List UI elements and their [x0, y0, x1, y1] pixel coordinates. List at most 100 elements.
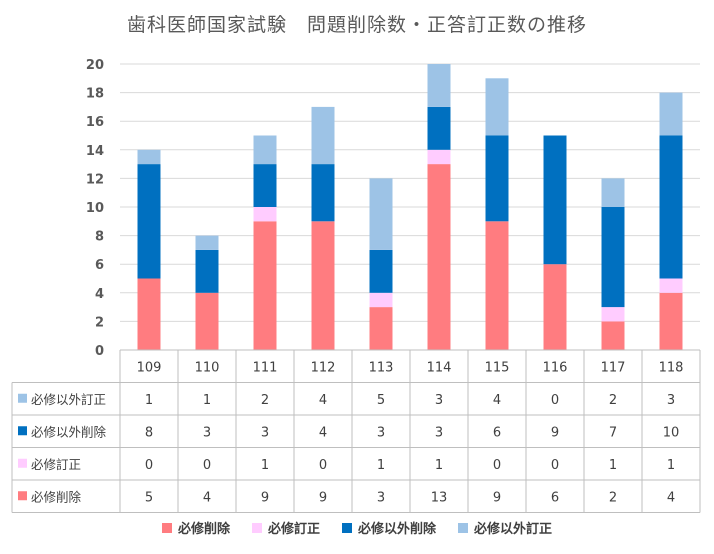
bar-segment	[369, 307, 393, 350]
legend-item: 必修削除	[161, 518, 230, 537]
data-label: 4	[667, 490, 675, 505]
bar-segment	[195, 235, 219, 250]
x-tick-label: 116	[543, 360, 568, 375]
data-label: 4	[493, 393, 501, 408]
data-label: 1	[435, 458, 443, 473]
y-tick-label: 20	[86, 58, 104, 73]
x-tick-label: 111	[253, 360, 278, 375]
bar-segment	[311, 221, 335, 350]
table-series-label: 必修以外訂正	[31, 392, 106, 407]
data-label: 0	[551, 393, 559, 408]
data-label: 3	[203, 425, 211, 440]
legend-swatch	[342, 522, 352, 533]
x-tick-label: 117	[601, 360, 626, 375]
data-label: 9	[493, 490, 501, 505]
y-tick-label: 6	[95, 258, 104, 273]
bar-segment	[659, 278, 683, 293]
data-label: 1	[145, 393, 153, 408]
data-label: 3	[377, 425, 385, 440]
data-label: 0	[203, 458, 211, 473]
y-tick-label: 14	[86, 144, 104, 159]
bar-segment	[427, 106, 451, 150]
table-legend-swatch	[18, 426, 27, 436]
table-series-label: 必修訂正	[31, 457, 81, 472]
y-tick-label: 10	[86, 201, 104, 216]
data-label: 2	[609, 393, 617, 408]
bar-segment	[601, 178, 625, 207]
bar-segment	[543, 135, 567, 265]
y-tick-label: 0	[95, 344, 104, 359]
data-label: 7	[609, 425, 617, 440]
legend-swatch	[161, 522, 172, 533]
y-tick-label: 2	[95, 315, 104, 330]
table-series-label: 必修削除	[31, 489, 82, 504]
bar-segment	[137, 164, 161, 279]
x-tick-label: 118	[659, 360, 684, 375]
bar-segment	[427, 149, 451, 165]
y-tick-label: 16	[86, 115, 104, 130]
legend-item: 必修以外訂正	[458, 518, 552, 537]
data-label: 3	[377, 490, 385, 505]
legend-swatch	[458, 522, 469, 533]
table-legend-swatch	[18, 491, 27, 501]
chart-title: 歯科医師国家試験 問題削除数・正答訂正数の推移	[126, 14, 587, 36]
y-tick-label: 18	[86, 87, 104, 102]
data-label: 6	[493, 425, 501, 440]
bar-segment	[601, 321, 625, 350]
data-label: 3	[435, 425, 443, 440]
bar-segment	[369, 249, 393, 293]
y-tick-label: 12	[86, 172, 104, 187]
bar-segment	[195, 249, 219, 293]
bar-segment	[369, 292, 393, 308]
bar-segment	[369, 178, 393, 250]
data-label: 4	[203, 490, 211, 505]
bar-segment	[485, 221, 509, 350]
data-label: 1	[667, 458, 675, 473]
legend-label: 必修以外訂正	[474, 522, 553, 537]
data-label: 4	[319, 393, 327, 408]
x-tick-label: 114	[427, 360, 452, 375]
data-label: 2	[609, 490, 617, 505]
bar-segment	[253, 207, 277, 222]
bar-segment	[485, 78, 509, 136]
y-tick-label: 8	[95, 230, 104, 245]
data-label: 1	[203, 393, 211, 408]
data-label: 5	[377, 393, 385, 408]
bar-segment	[427, 164, 451, 350]
data-label: 3	[667, 393, 675, 408]
data-label: 9	[261, 490, 269, 505]
legend-swatch	[251, 522, 262, 533]
legend: 必修削除 必修訂正 必修以外削除 必修以外訂正	[0, 518, 714, 537]
legend-label: 必修以外削除	[358, 522, 437, 537]
data-label: 2	[261, 393, 269, 408]
bar-segment	[137, 149, 161, 165]
table-series-label: 必修以外削除	[31, 424, 107, 439]
data-label: 10	[663, 425, 680, 440]
legend-label: 必修訂正	[267, 522, 320, 537]
bar-segment	[253, 221, 277, 350]
bar-segment	[253, 135, 277, 165]
bar-segment	[659, 135, 683, 279]
bar-segment	[253, 164, 277, 207]
bar-segment	[137, 278, 161, 350]
x-tick-label: 115	[485, 360, 510, 375]
x-tick-label: 113	[369, 360, 394, 375]
data-label: 0	[551, 458, 559, 473]
bar-segment	[601, 307, 625, 322]
legend-label: 必修削除	[177, 522, 230, 537]
data-label: 1	[261, 458, 269, 473]
bar-segment	[601, 207, 625, 308]
x-tick-label: 110	[195, 360, 220, 375]
data-label: 0	[493, 458, 501, 473]
data-label: 1	[609, 458, 617, 473]
y-tick-label: 4	[95, 287, 104, 302]
bar-segment	[195, 292, 219, 350]
data-label: 9	[319, 490, 327, 505]
data-label: 6	[551, 490, 559, 505]
bar-segment	[311, 106, 335, 165]
bar-segment	[543, 264, 567, 350]
x-tick-label: 109	[137, 360, 162, 375]
data-label: 3	[261, 425, 269, 440]
data-label: 1	[377, 458, 385, 473]
